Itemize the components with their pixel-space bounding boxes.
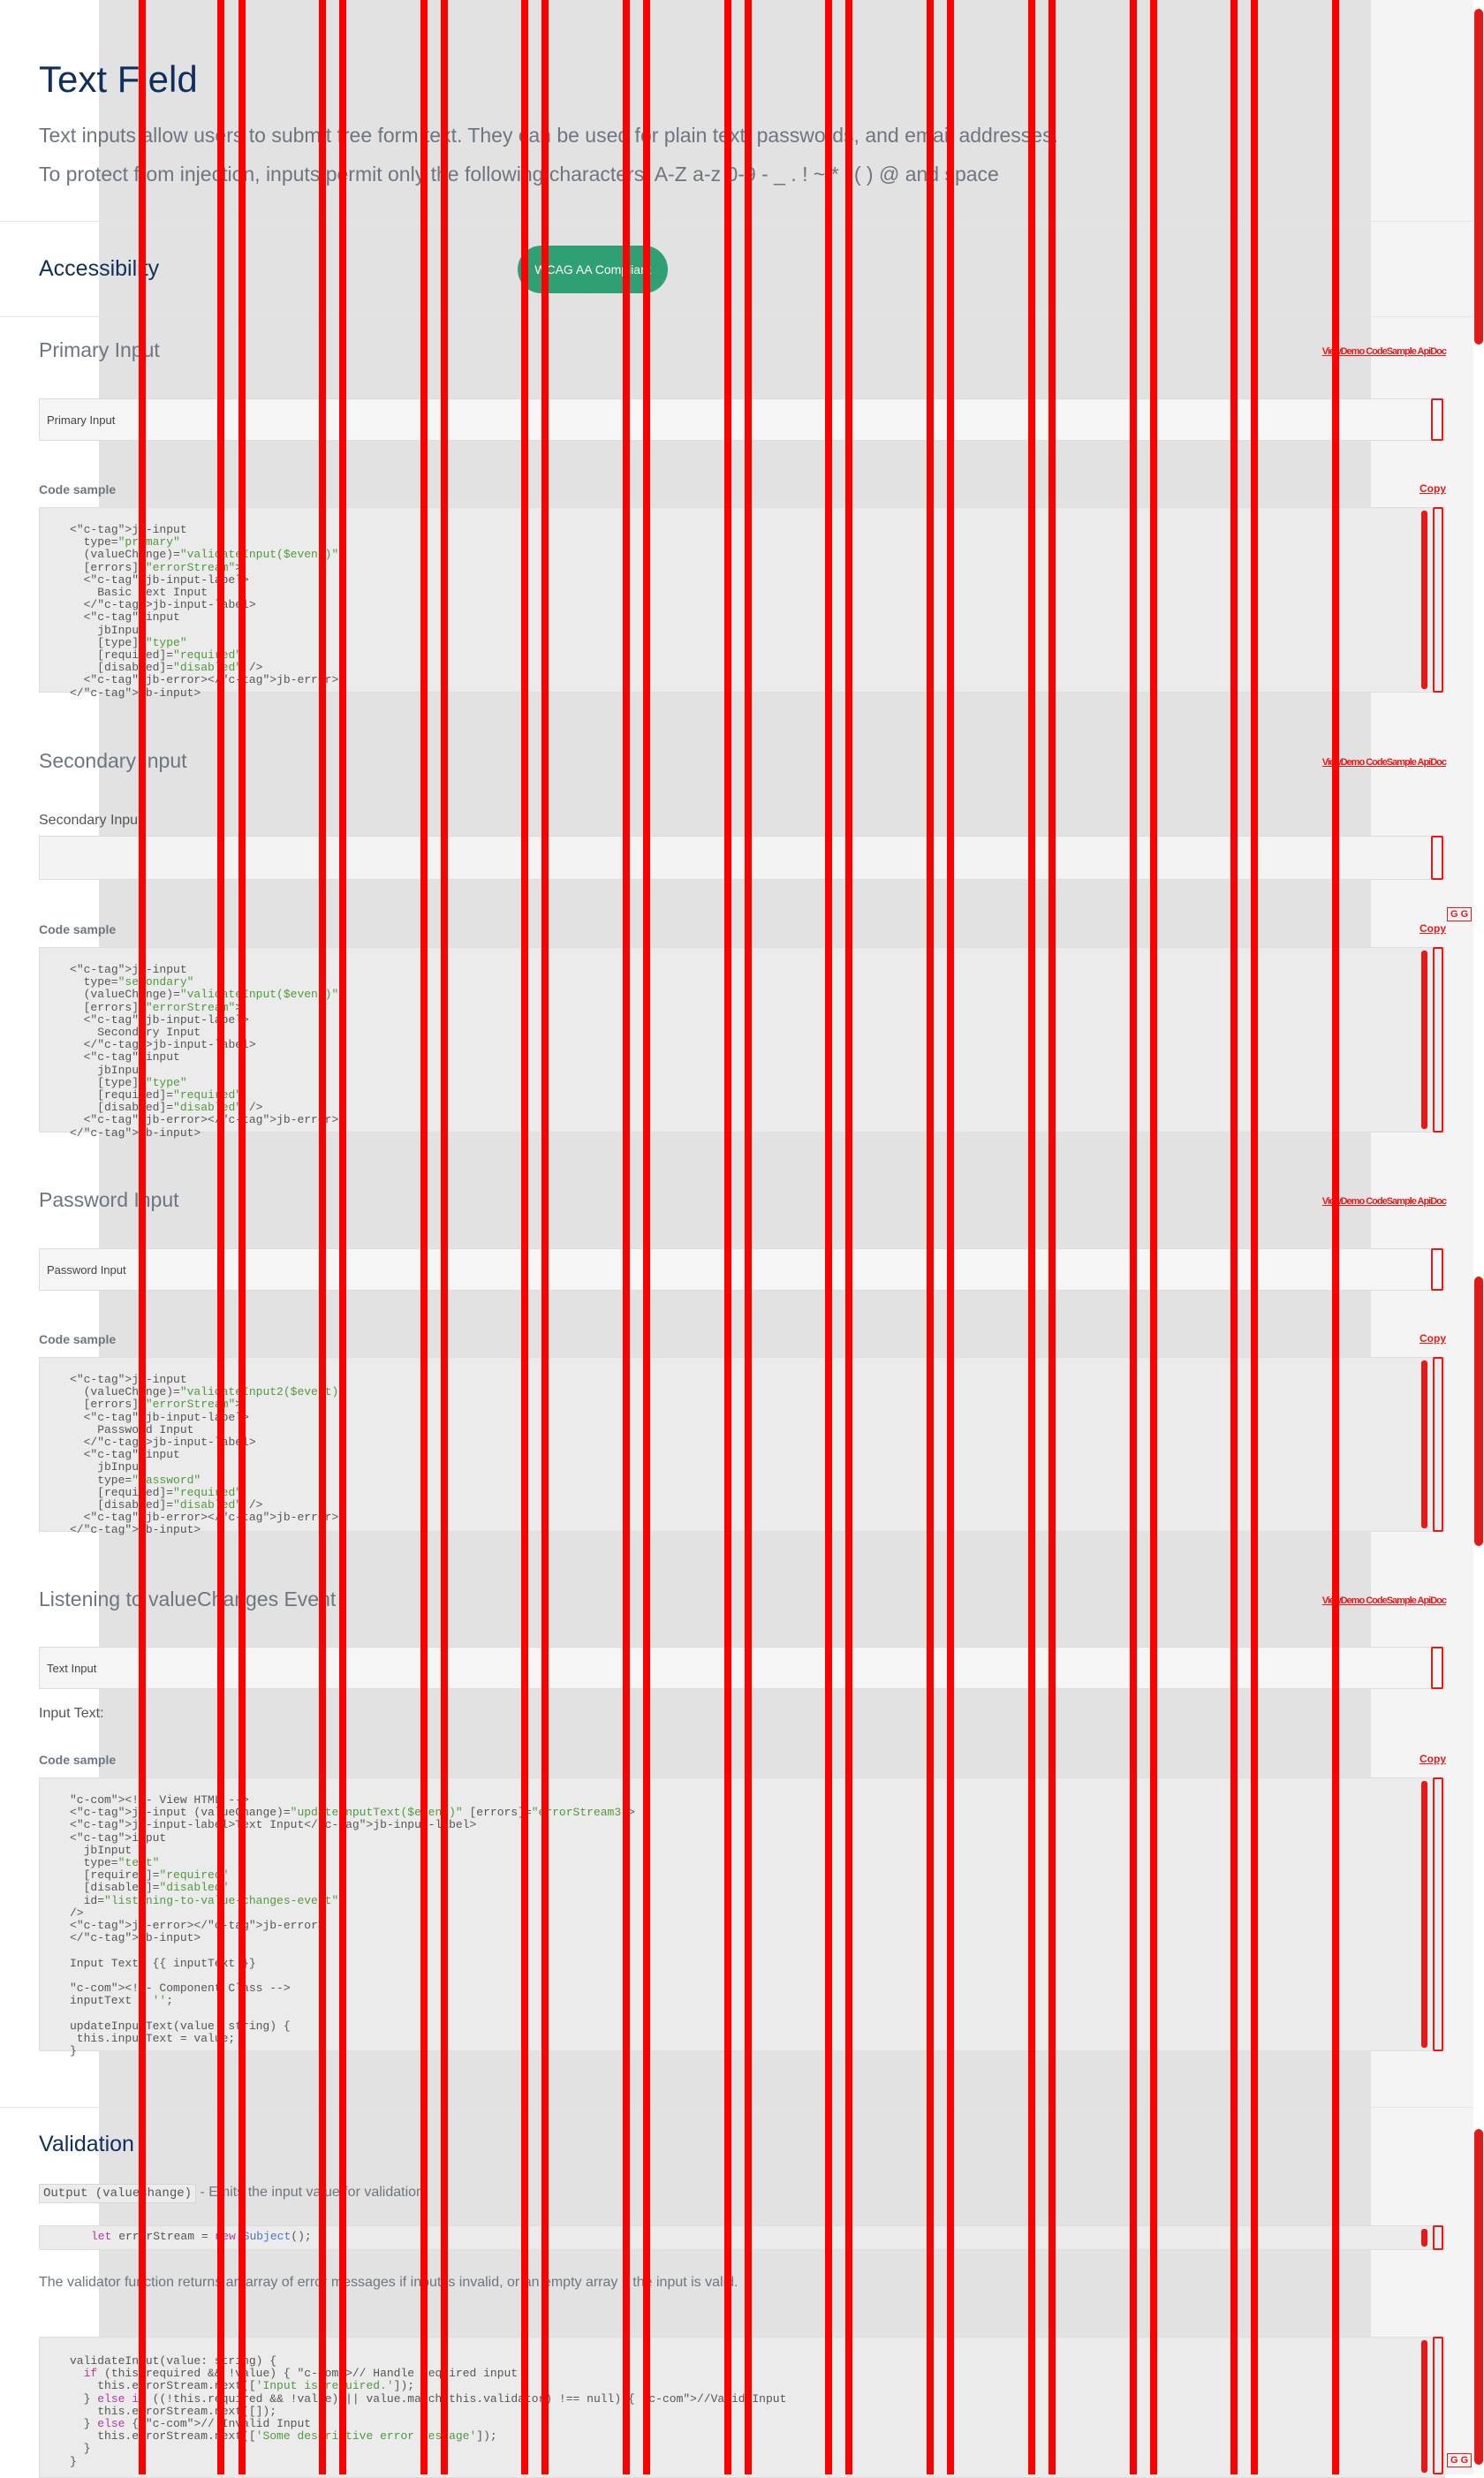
listening-tabs[interactable]: ViewDemo CodeSample ApiDoc <box>1321 1595 1447 1606</box>
code-sample-label: Code sample <box>39 922 117 936</box>
code-sample-label: Code sample <box>39 1753 117 1767</box>
wcag-badge: WCAG AA Compliant <box>518 246 668 293</box>
copy-button[interactable]: Copy <box>1420 482 1446 495</box>
secondary-input[interactable] <box>39 836 1445 880</box>
output-code: Output (valueChange) <box>39 2184 197 2203</box>
secondary-code: <"c-tag">jb-input type="secondary" (valu… <box>70 963 339 1140</box>
listening-code-block: "c-com"><!-- View HTML --> <"c-tag">jb-i… <box>39 1777 1445 2057</box>
password-input-handle[interactable] <box>1431 1248 1443 1291</box>
copy-button[interactable]: Copy <box>1420 1753 1446 1765</box>
divider <box>0 221 1477 222</box>
secondary-input-handle[interactable] <box>1431 836 1443 880</box>
stream-code-handle[interactable] <box>1433 2225 1443 2250</box>
secondary-input-title: Secondary Input <box>39 749 187 772</box>
scrollbar-thumb-middle[interactable] <box>1474 1277 1483 1546</box>
scrollbar-thumb-bottom[interactable] <box>1474 2129 1483 2465</box>
password-tabs[interactable]: ViewDemo CodeSample ApiDoc <box>1321 1196 1447 1207</box>
password-code-block: <"c-tag">jb-input (valueChange)="validat… <box>39 1357 1445 1536</box>
stream-code-block: let errorStream = new Subject(); <box>39 2225 1445 2250</box>
page-title: Text Field <box>39 58 198 100</box>
code-sample-label: Code sample <box>39 1332 117 1346</box>
gg-marker[interactable]: G G <box>1447 907 1473 921</box>
stream-code-bar <box>1421 2229 1427 2247</box>
listening-title: Listening to valueChanges Event <box>39 1588 337 1610</box>
password-code-handle[interactable] <box>1433 1357 1443 1532</box>
text-input[interactable]: Text Input <box>39 1647 1445 1689</box>
validation-output: Output (valueChange) - Emits the input v… <box>39 2182 1099 2204</box>
intro-text-1: Text inputs allow users to submit free f… <box>39 124 1058 147</box>
secondary-input-label: Secondary Input <box>39 813 142 828</box>
validation-desc: The validator function returns an array … <box>39 2275 738 2290</box>
intro-text-2: To protect from injection, inputs permit… <box>39 163 999 186</box>
validation-title: Validation <box>39 2132 134 2156</box>
validation-code-block: validateInput(value: string) { if (this.… <box>39 2337 1445 2478</box>
validation-code-handle[interactable] <box>1433 2337 1443 2474</box>
secondary-code-handle[interactable] <box>1433 947 1443 1133</box>
input-text-label: Input Text: <box>39 1706 104 1721</box>
accessibility-title: Accessibility <box>39 256 160 281</box>
primary-code-handle[interactable] <box>1433 507 1443 693</box>
scrollbar-track[interactable] <box>1473 0 1484 2474</box>
code-sample-label: Code sample <box>39 482 117 496</box>
primary-input-handle[interactable] <box>1431 398 1443 441</box>
password-code: <"c-tag">jb-input (valueChange)="validat… <box>70 1373 346 1537</box>
divider <box>0 316 1477 317</box>
listening-code-handle[interactable] <box>1433 1777 1443 2051</box>
password-input-title: Password Input <box>39 1188 179 1211</box>
secondary-tabs[interactable]: ViewDemo CodeSample ApiDoc <box>1321 757 1447 768</box>
primary-input[interactable]: Primary Input <box>39 398 1445 441</box>
divider <box>0 2107 1477 2108</box>
copy-button[interactable]: Copy <box>1420 1332 1446 1345</box>
primary-input-title: Primary Input <box>39 338 160 361</box>
primary-code: <"c-tag">jb-input type="primary" (valueC… <box>70 523 339 700</box>
primary-code-bar <box>1421 511 1427 689</box>
validation-code: validateInput(value: string) { if (this.… <box>70 2354 787 2468</box>
listening-code: "c-com"><!-- View HTML --> <"c-tag">jb-i… <box>70 1793 635 2058</box>
primary-tabs[interactable]: ViewDemo CodeSample ApiDoc <box>1321 346 1447 357</box>
primary-code-block: <"c-tag">jb-input type="primary" (valueC… <box>39 507 1445 699</box>
password-code-bar <box>1421 1360 1427 1528</box>
output-desc: - Emits the input value for validation. <box>196 2185 428 2200</box>
validation-code-bar <box>1421 2340 1427 2473</box>
secondary-code-bar <box>1421 951 1427 1129</box>
password-input[interactable]: Password Input <box>39 1248 1445 1291</box>
gg-marker[interactable]: G G <box>1447 2453 1473 2467</box>
scrollbar-thumb-top[interactable] <box>1474 9 1483 345</box>
secondary-code-block: <"c-tag">jb-input type="secondary" (valu… <box>39 947 1445 1139</box>
listening-code-bar <box>1421 1781 1427 2048</box>
text-input-handle[interactable] <box>1431 1647 1443 1689</box>
copy-button[interactable]: Copy <box>1420 922 1446 935</box>
stream-code: let errorStream = new Subject(); <box>91 2230 312 2243</box>
